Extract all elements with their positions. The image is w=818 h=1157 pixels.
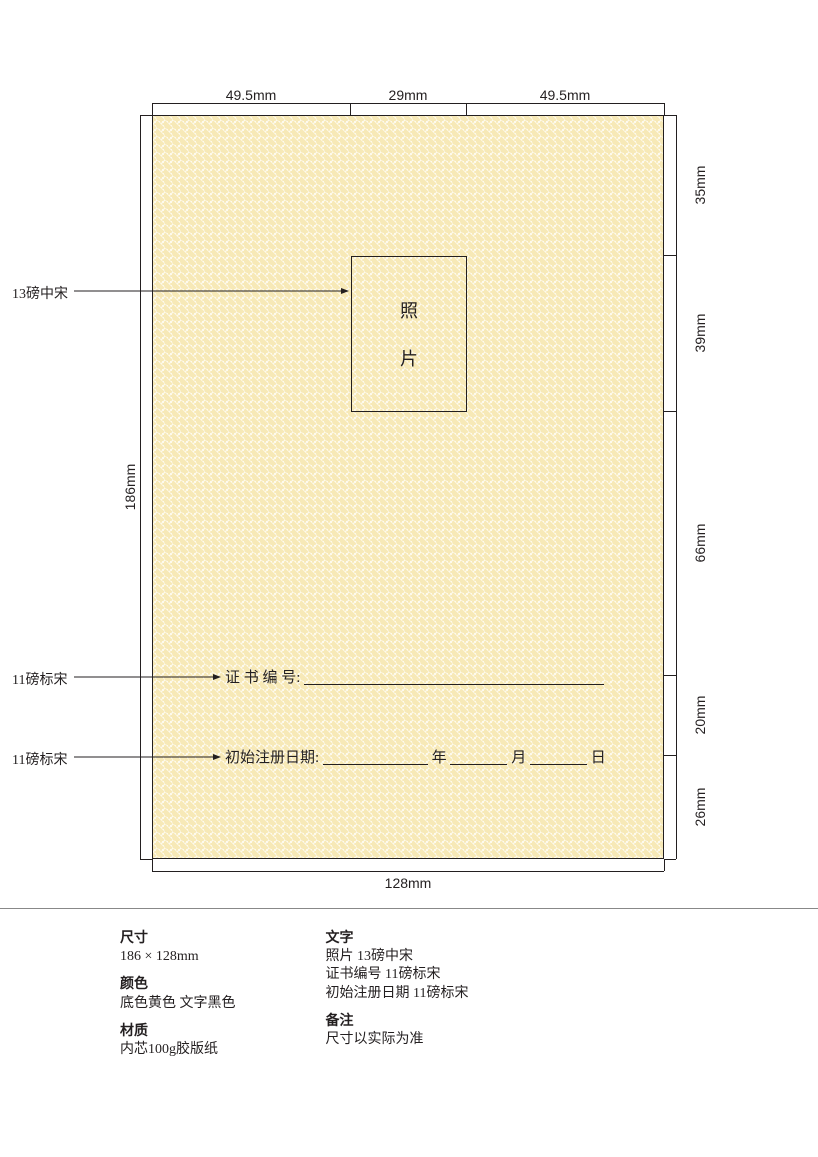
page: 照 片 证 书 编 号: 初始注册日期: 年 月 日 49.5mm29mm49.… [0, 0, 818, 1157]
spec-value: 证书编号 11磅标宋 [326, 966, 469, 984]
spec-value: 186 × 128mm [120, 948, 236, 966]
specs-left-col: 尺寸186 × 128mm 颜色底色黄色 文字黑色材质内芯100g胶版纸 [120, 930, 236, 1059]
spec-value: 照片 13磅中宋 [326, 948, 469, 966]
divider [0, 908, 818, 909]
spec-label: 材质 [120, 1023, 236, 1041]
spec-value: 内芯100g胶版纸 [120, 1041, 236, 1059]
spec-label: 文字 [326, 930, 469, 948]
spec-label: 颜色 [120, 976, 236, 994]
spec-value: 初始注册日期 11磅标宋 [326, 985, 469, 1003]
spec-label: 尺寸 [120, 930, 236, 948]
spec-value: 底色黄色 文字黑色 [120, 995, 236, 1013]
spec-value: 尺寸以实际为准 [326, 1031, 469, 1049]
spec-label: 备注 [326, 1013, 469, 1031]
specs-block: 尺寸186 × 128mm 颜色底色黄色 文字黑色材质内芯100g胶版纸 文字照片… [120, 930, 468, 1059]
specs-right-col: 文字照片 13磅中宋证书编号 11磅标宋初始注册日期 11磅标宋备注尺寸以实际为… [326, 930, 469, 1059]
